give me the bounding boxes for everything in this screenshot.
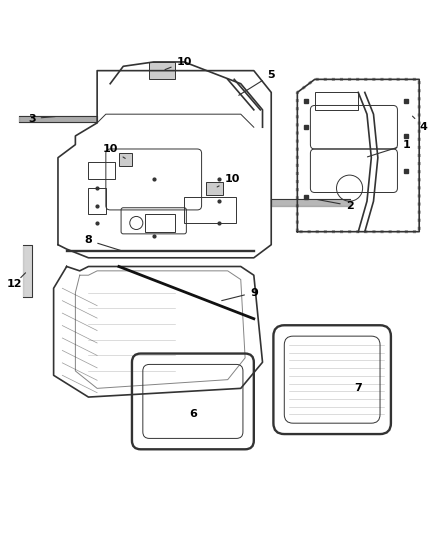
- Text: 10: 10: [217, 174, 240, 187]
- Text: 1: 1: [367, 140, 410, 157]
- Text: 2: 2: [318, 199, 353, 211]
- Bar: [149, 62, 176, 79]
- Text: 10: 10: [165, 57, 192, 70]
- Text: 4: 4: [413, 116, 427, 132]
- Text: 3: 3: [28, 114, 55, 124]
- Bar: [88, 162, 115, 180]
- Text: 7: 7: [354, 383, 362, 393]
- Bar: [315, 92, 358, 110]
- Text: 5: 5: [239, 70, 275, 95]
- Polygon shape: [206, 182, 223, 195]
- Text: 6: 6: [189, 409, 197, 419]
- Text: 9: 9: [222, 288, 258, 301]
- Bar: [145, 214, 176, 232]
- Text: 12: 12: [7, 279, 22, 289]
- Bar: [184, 197, 237, 223]
- Text: 10: 10: [102, 144, 125, 158]
- Bar: [88, 188, 106, 214]
- Text: 8: 8: [85, 236, 120, 251]
- Polygon shape: [119, 154, 132, 166]
